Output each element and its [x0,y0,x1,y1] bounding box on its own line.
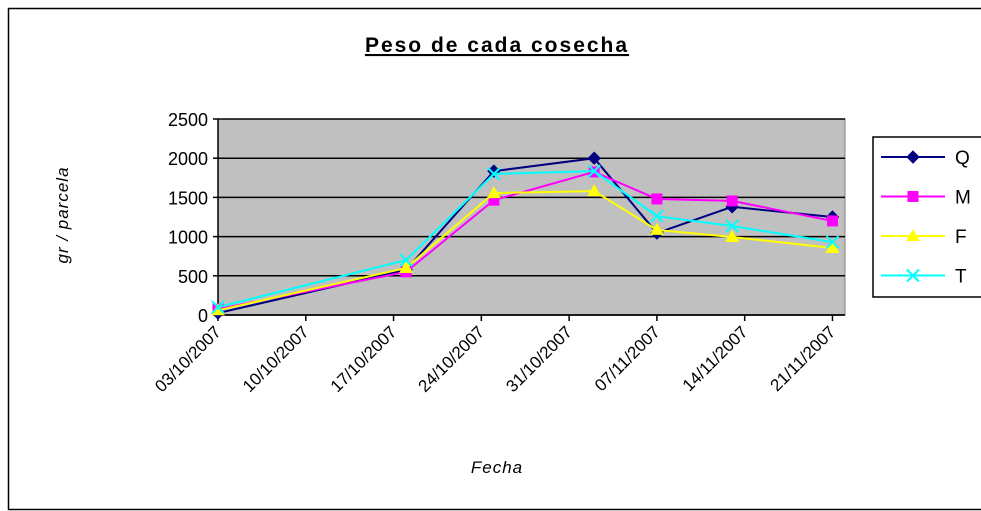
legend-label: T [955,267,967,288]
data-point [587,151,601,165]
legend-marker [906,268,920,283]
data-point [651,193,663,205]
legend-label: Q [955,148,970,169]
data-point [825,240,840,253]
y-tick-label: 2500 [168,110,208,130]
legend-label: F [955,227,967,248]
data-point [826,215,838,227]
data-point [488,194,500,206]
data-point [399,253,413,267]
y-tick-label: 0 [198,306,208,326]
plot-area [217,118,846,316]
data-point [725,229,740,242]
y-tick-label: 2000 [168,149,208,169]
data-point [726,195,738,207]
data-point [211,300,225,314]
data-point [825,235,840,249]
data-point [649,222,664,235]
data-point [487,167,501,181]
y-tick-label: 500 [178,267,208,287]
legend-marker [906,229,920,241]
y-axis-label: gr / parcela [53,166,72,263]
y-tick-label: 1500 [168,188,208,208]
data-point [725,219,739,233]
legend-label: M [955,188,971,209]
data-point [399,260,414,273]
y-tick-label: 1000 [168,228,208,248]
legend-marker [907,191,919,202]
legend-marker [906,150,920,164]
chart-title: Peso de cada cosecha [365,34,629,57]
data-point [587,184,602,197]
x-axis-label: Fecha [471,458,523,477]
data-point [587,164,601,178]
data-point [650,209,664,223]
data-point [211,303,225,316]
legend-box [872,136,981,298]
data-point [486,186,501,199]
